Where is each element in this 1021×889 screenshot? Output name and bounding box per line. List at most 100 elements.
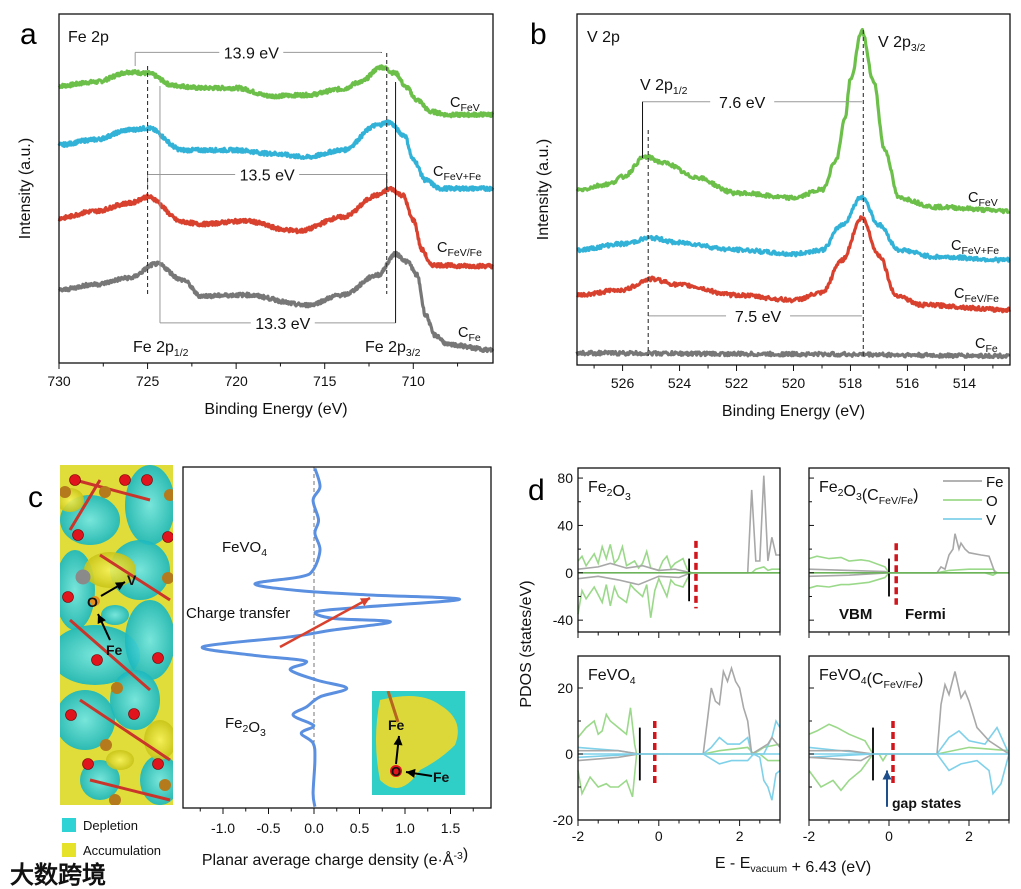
splitting-label: 13.5 eV — [240, 168, 295, 185]
bracket-label-bg — [726, 306, 791, 325]
subplot-title: FeVO4 — [588, 667, 636, 687]
pdos-o-up — [808, 555, 1009, 574]
title-main: O — [613, 483, 625, 500]
title-paren-sub: FeV/Fe — [879, 495, 914, 507]
x-tick-label: 516 — [896, 375, 920, 391]
series-label-sub: Fe — [468, 332, 480, 344]
arrow-head — [882, 770, 892, 780]
bracket-label-bg — [235, 165, 300, 184]
y-tick-label: -40 — [553, 612, 573, 628]
peak-label-main: V 2p — [640, 77, 673, 94]
pdos-fe-down — [808, 572, 890, 578]
subplot-title: FeVO4(CFeV/Fe) — [819, 667, 923, 691]
title-main: Fe — [588, 479, 607, 496]
oxygen-atom — [152, 652, 164, 664]
x-tick-label: 730 — [47, 373, 71, 389]
peak-label-sub: 3/2 — [406, 347, 421, 359]
arrow-fe-to-o — [405, 768, 433, 778]
x-tick-label: -2 — [572, 828, 585, 844]
splitting-bracket: 13.3 eV — [159, 82, 397, 333]
series-label-main: C — [954, 286, 964, 302]
panel-title: Fe 2p — [68, 29, 109, 46]
series-line-fev — [57, 64, 495, 119]
x-axis-label: E - Evacuum + 6.43 (eV) — [715, 855, 871, 876]
series-label-main: C — [975, 336, 985, 352]
peak-label-sub: 1/2 — [673, 85, 688, 97]
legend-label: Accumulation — [83, 843, 161, 858]
title-paren: (C — [862, 487, 879, 504]
x-tick-label: 522 — [725, 375, 749, 391]
series-label: CFeV — [450, 95, 480, 114]
title-sub: 2 — [607, 487, 613, 499]
x-tick-label: 2 — [736, 828, 744, 844]
depletion-region — [125, 465, 173, 545]
inset-label-o: O — [391, 764, 401, 779]
accumulation-region — [144, 720, 173, 760]
oxygen-atom — [141, 474, 153, 486]
oxygen-atom — [390, 765, 402, 777]
bond — [99, 553, 171, 602]
title-sub: 2 — [838, 487, 844, 499]
pdos-subplot-4: FeVO4(CFeV/Fe) -2 0 2 gap states — [803, 667, 1010, 844]
series-label: CFeV+Fe — [433, 164, 481, 183]
title-paren: (C — [867, 671, 884, 688]
oxygen-atom — [91, 654, 103, 666]
subplot-title: Fe2O3(CFeV/Fe) — [819, 479, 918, 507]
pdos-o-down — [808, 753, 888, 792]
series-label: CFe — [458, 325, 481, 344]
bond — [89, 778, 171, 802]
x-tick-label: -1.0 — [211, 820, 235, 836]
peak-label-main: V 2p — [878, 34, 911, 51]
region-label-sub: 3 — [260, 727, 266, 739]
region-label-main: O — [248, 719, 260, 736]
depletion-region — [60, 625, 140, 685]
series-label-main: C — [458, 325, 468, 341]
bracket-label-bg — [710, 92, 775, 111]
x-tick-label: 0 — [885, 828, 893, 844]
y-axis-label: PDOS (states/eV) — [518, 580, 535, 707]
series-line-fe — [57, 250, 495, 354]
iron-atom — [60, 486, 71, 498]
peak-label-sub: 3/2 — [911, 42, 926, 54]
series-line-fev-fe — [576, 194, 1011, 264]
plot-frame — [58, 13, 494, 364]
oxygen-atom — [119, 474, 131, 486]
iron-atom — [99, 486, 111, 498]
pdos-fe-down — [577, 753, 639, 762]
peak-label: V 2p3/2 — [878, 34, 926, 54]
series-label-sub: FeV/Fe — [964, 293, 999, 305]
splitting-bracket: 13.5 eV — [147, 165, 388, 190]
series-label-sub: FeV — [460, 102, 479, 114]
legend-label: Fe — [986, 474, 1004, 491]
pdos-o-down — [577, 753, 780, 798]
depletion-region — [101, 605, 129, 625]
x-tick-label: 514 — [953, 375, 977, 391]
depletion-region — [110, 540, 170, 600]
peak-label: Fe 2p1/2 — [133, 339, 189, 359]
region-label-fe2o3: Fe2O3 — [225, 715, 266, 739]
panel-title: V 2p — [587, 29, 620, 46]
region-label-sub: 2 — [243, 723, 249, 735]
structure-label-fe: Fe — [106, 642, 123, 658]
series-label-main: C — [437, 240, 447, 256]
pdos-fe-down — [577, 572, 692, 586]
pdos-fe-up — [808, 533, 996, 574]
x-tick-label: 710 — [402, 373, 426, 389]
gap-states-label: gap states — [892, 795, 961, 811]
series-label: CFeV+Fe — [951, 238, 999, 257]
charge-transfer-arrow — [279, 596, 371, 649]
depletion-region — [125, 600, 173, 680]
x-tick-label: 524 — [668, 375, 692, 391]
title-sub: 3 — [625, 491, 631, 503]
splitting-bracket: 13.9 eV — [134, 43, 382, 66]
pdos-subplot-1: Fe2O3 80 40 0 -40 — [553, 470, 780, 628]
fermi-label: Fermi — [905, 606, 946, 623]
y-tick-label: 0 — [565, 746, 573, 762]
arrow-head — [393, 736, 403, 746]
oxygen-atom — [82, 758, 94, 770]
series-label-sub: FeV — [978, 197, 997, 209]
charge-transfer-label: Charge transfer — [186, 605, 290, 622]
